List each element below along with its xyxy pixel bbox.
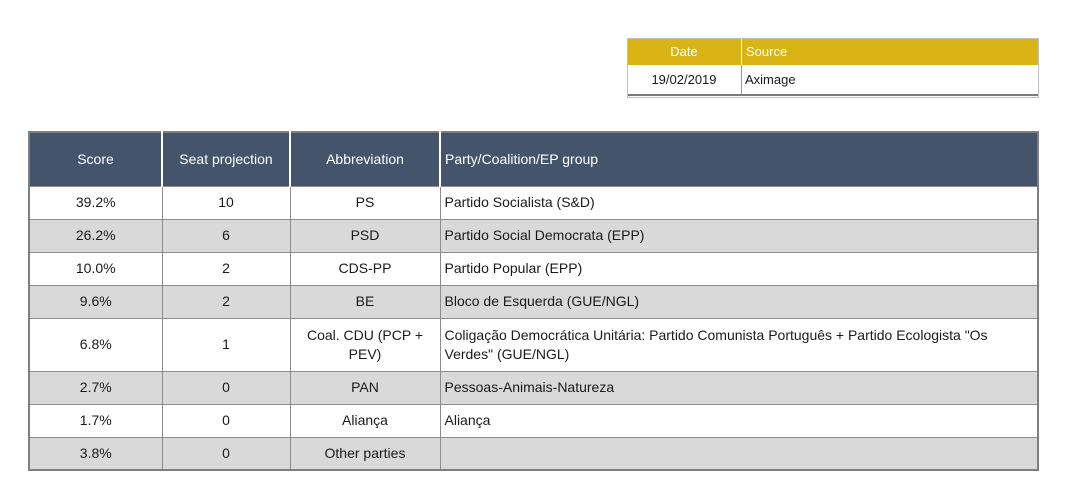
party-cell: Partido Socialista (S&D) <box>439 185 1039 220</box>
party-cell <box>439 436 1039 471</box>
score-header: Score <box>29 132 163 186</box>
abbreviation-header: Abbreviation <box>290 132 441 186</box>
party-cell: Partido Social Democrata (EPP) <box>439 218 1039 253</box>
table-row: 10.0% 2 CDS-PP Partido Popular (EPP) <box>28 251 1039 286</box>
seats-cell: 6 <box>161 218 291 253</box>
score-cell: 26.2% <box>28 218 163 253</box>
party-cell: Pessoas-Animais-Natureza <box>439 370 1039 405</box>
abbreviation-cell: Aliança <box>289 403 441 438</box>
party-cell: Aliança <box>439 403 1039 438</box>
seats-cell: 2 <box>161 284 291 319</box>
party-cell: Coligação Democrática Unitária: Partido … <box>439 317 1039 372</box>
source-table: Date Source 19/02/2019 Aximage <box>627 38 1039 96</box>
table-row: 9.6% 2 BE Bloco de Esquerda (GUE/NGL) <box>28 284 1039 319</box>
source-table-header: Date Source <box>627 38 1039 65</box>
score-cell: 39.2% <box>28 185 163 220</box>
score-cell: 1.7% <box>28 403 163 438</box>
abbreviation-cell: PSD <box>289 218 441 253</box>
source-header: Source <box>741 38 1039 65</box>
table-row: 6.8% 1 Coal. CDU (PCP + PEV) Coligação D… <box>28 317 1039 372</box>
score-cell: 9.6% <box>28 284 163 319</box>
abbreviation-cell: CDS-PP <box>289 251 441 286</box>
abbreviation-cell: Other parties <box>289 436 441 471</box>
date-header: Date <box>627 38 742 65</box>
source-table-row: 19/02/2019 Aximage <box>627 65 1039 96</box>
score-cell: 3.8% <box>28 436 163 471</box>
score-cell: 6.8% <box>28 317 163 372</box>
seats-cell: 0 <box>161 370 291 405</box>
seats-cell: 1 <box>161 317 291 372</box>
table-row: 2.7% 0 PAN Pessoas-Animais-Natureza <box>28 370 1039 405</box>
source-value: Aximage <box>741 65 1039 96</box>
party-cell: Bloco de Esquerda (GUE/NGL) <box>439 284 1039 319</box>
seats-cell: 0 <box>161 403 291 438</box>
table-row: 3.8% 0 Other parties <box>28 436 1039 471</box>
seats-cell: 0 <box>161 436 291 471</box>
seats-cell: 10 <box>161 185 291 220</box>
date-value: 19/02/2019 <box>627 65 742 96</box>
table-row: 26.2% 6 PSD Partido Social Democrata (EP… <box>28 218 1039 253</box>
abbreviation-cell: BE <box>289 284 441 319</box>
table-row: 1.7% 0 Aliança Aliança <box>28 403 1039 438</box>
party-cell: Partido Popular (EPP) <box>439 251 1039 286</box>
table-row: 39.2% 10 PS Partido Socialista (S&D) <box>28 185 1039 220</box>
seats-cell: 2 <box>161 251 291 286</box>
party-header: Party/Coalition/EP group <box>440 132 1038 186</box>
abbreviation-cell: PAN <box>289 370 441 405</box>
abbreviation-cell: PS <box>289 185 441 220</box>
score-cell: 2.7% <box>28 370 163 405</box>
seats-header: Seat projection <box>162 132 291 186</box>
abbreviation-cell: Coal. CDU (PCP + PEV) <box>289 317 441 372</box>
poll-table: Score Seat projection Abbreviation Party… <box>28 131 1039 471</box>
poll-table-header: Score Seat projection Abbreviation Party… <box>29 132 1038 186</box>
score-cell: 10.0% <box>28 251 163 286</box>
